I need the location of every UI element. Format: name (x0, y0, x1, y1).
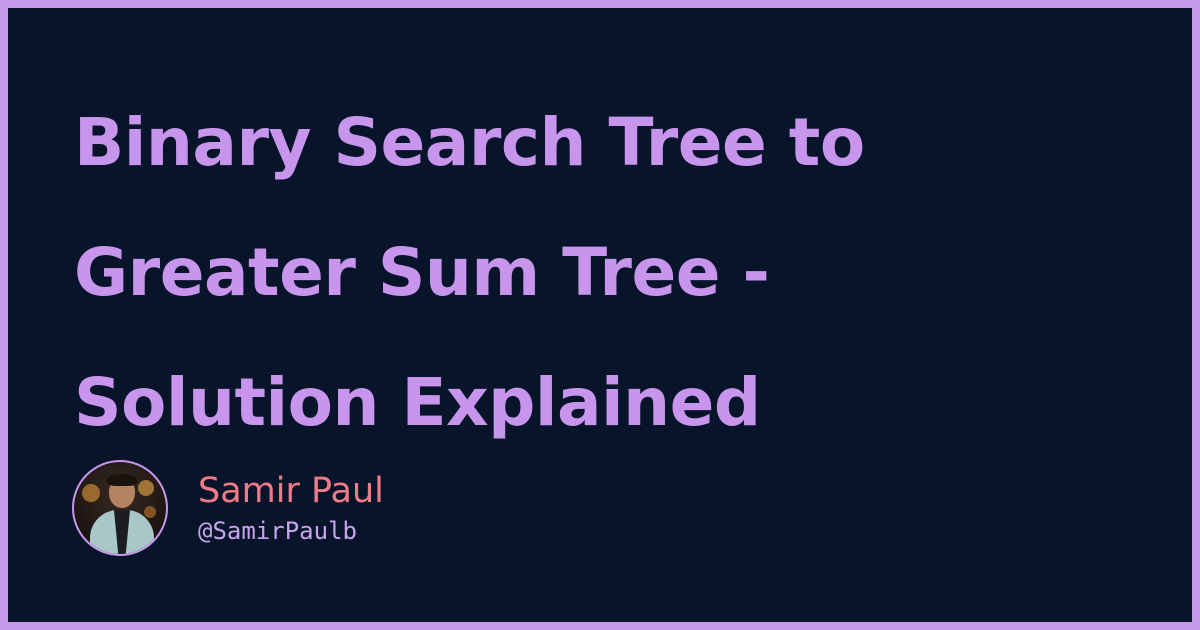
author-block: Samir Paul @SamirPaulb (72, 458, 384, 558)
author-avatar (72, 460, 168, 556)
author-text: Samir Paul @SamirPaulb (198, 470, 384, 546)
author-name: Samir Paul (198, 471, 384, 511)
article-title: Binary Search Tree to Greater Sum Tree -… (74, 104, 865, 441)
social-card: Binary Search Tree to Greater Sum Tree -… (8, 8, 1192, 622)
author-handle: @SamirPaulb (198, 517, 357, 545)
